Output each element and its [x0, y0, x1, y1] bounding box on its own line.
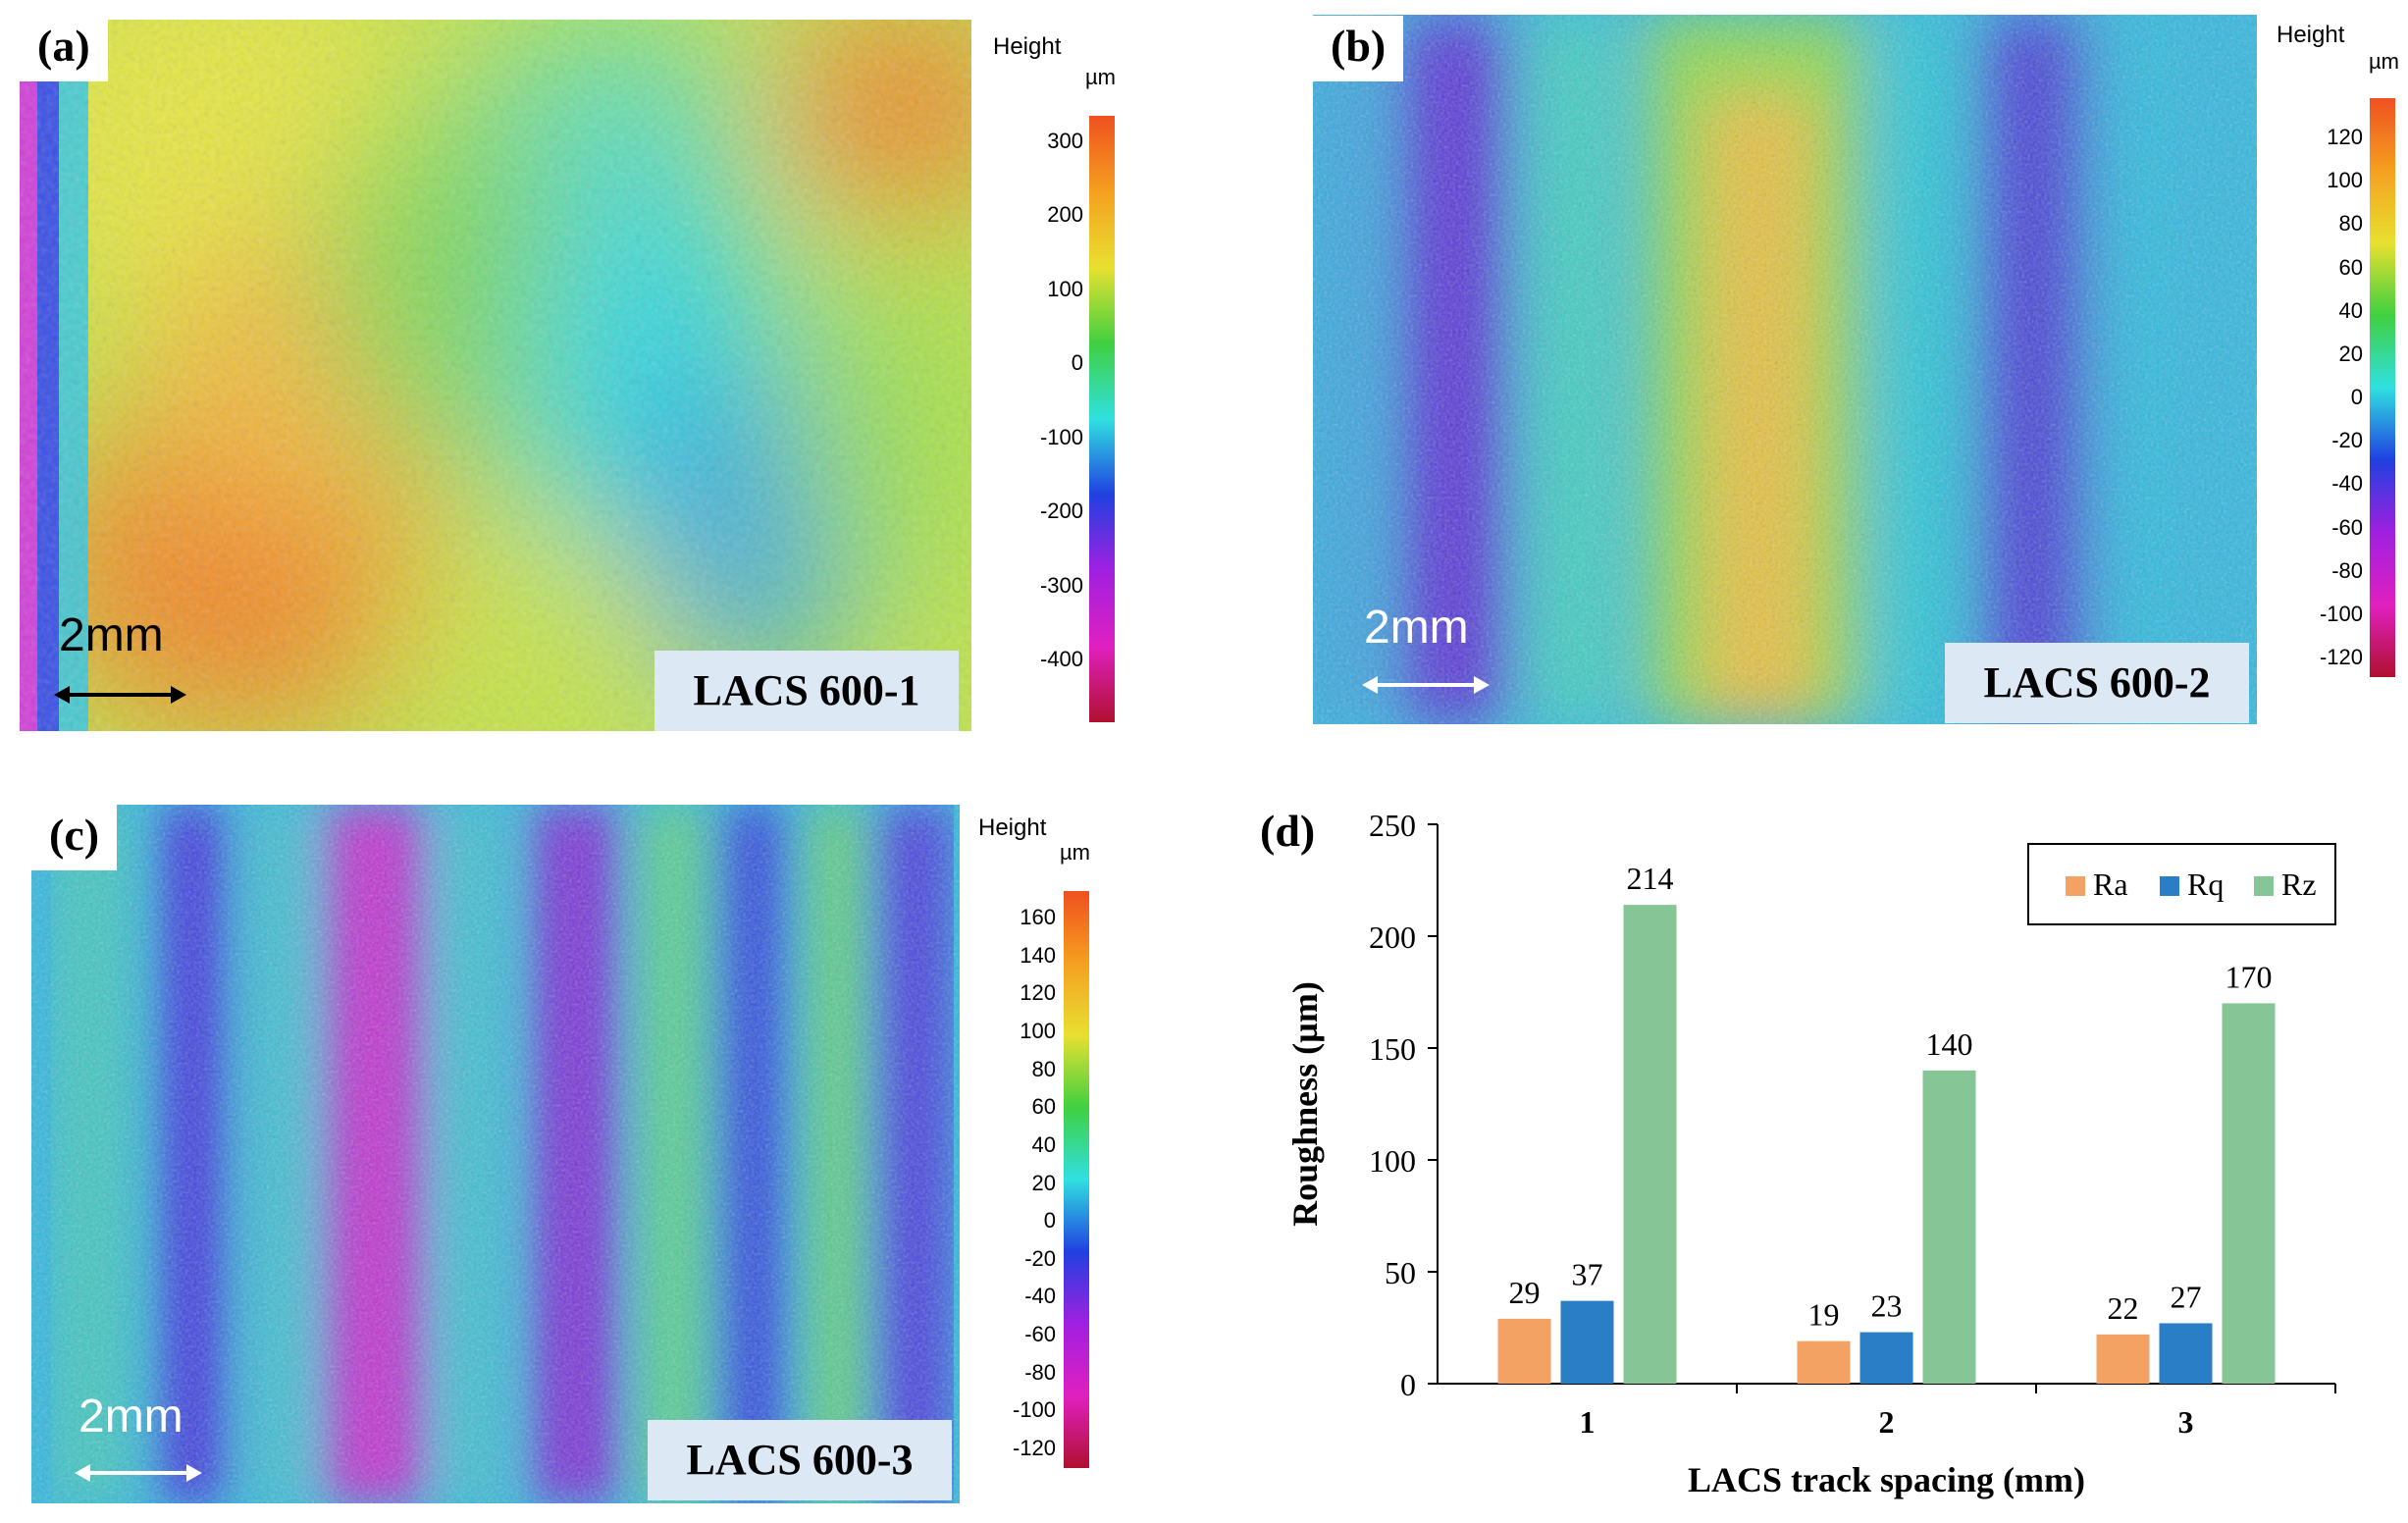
panel-b-scale-arrow [1362, 676, 1490, 694]
roughness-bar-chart: 0 50 100 150 200 250 1 29 37 214 2 19 23 140 3 22 27 170 L… [1285, 808, 2336, 1499]
colorbar-tick-label: 20 [1031, 1170, 1056, 1195]
y-tick-label: 200 [1369, 919, 1416, 955]
panel-b-sample-label: LACS 600-2 [1945, 643, 2249, 723]
bar-rz [1623, 905, 1677, 1384]
panel-c-colorbar-title: Height [978, 814, 1047, 841]
colorbar-tick-label: 20 [2338, 341, 2363, 366]
colorbar-tick-label: -100 [1039, 424, 1083, 449]
panel-a-height-map [20, 20, 971, 731]
colorbar-tick-label: 140 [1020, 942, 1056, 968]
colorbar-tick-label: -100 [1012, 1397, 1056, 1423]
colorbar-tick-label: -40 [1024, 1284, 1056, 1309]
legend-label-rz: Rz [2281, 867, 2317, 902]
panel-c-label: (c) [31, 805, 118, 870]
legend-swatch-rz [2254, 876, 2274, 896]
y-tick-label: 100 [1369, 1143, 1416, 1179]
colorbar-tick-label: 200 [1047, 202, 1083, 228]
bar-rq [1560, 1300, 1614, 1384]
panel-c-scale-text: 2mm [79, 1391, 183, 1443]
bar-rz [2222, 1003, 2276, 1384]
legend-swatch-ra [2066, 876, 2085, 896]
colorbar-tick-label: -120 [2319, 645, 2363, 669]
panel-c-height-map [31, 805, 960, 1503]
data-label: 214 [1627, 861, 1674, 896]
colorbar-tick-label: 60 [2338, 254, 2363, 280]
panel-b-colorbar [2370, 98, 2395, 677]
colorbar-tick-label: 0 [1071, 350, 1083, 376]
colorbar-tick-label: 160 [1020, 905, 1056, 929]
data-label: 23 [1871, 1288, 1903, 1324]
colorbar-tick-label: -20 [1024, 1245, 1056, 1271]
bar-rq [1859, 1332, 1913, 1384]
panel-a-colorbar [1089, 116, 1115, 722]
panel-b-colorbar-title: Height [2277, 22, 2345, 48]
bar-rq [2159, 1323, 2213, 1384]
panel-c-scale-arrow [75, 1464, 202, 1482]
y-axis-title: Roughness (µm) [1285, 981, 1325, 1227]
colorbar-tick-label: 100 [2327, 168, 2363, 193]
colorbar-tick-label: 60 [1031, 1094, 1056, 1120]
panel-a-colorbar-title: Height [993, 33, 1062, 60]
colorbar-tick-label: -80 [1024, 1359, 1056, 1385]
colorbar-tick-label: 80 [1031, 1056, 1056, 1081]
colorbar-tick-label: 40 [1031, 1131, 1056, 1157]
legend-label-ra: Ra [2093, 867, 2128, 902]
colorbar-tick-label: 300 [1047, 129, 1083, 153]
panel-c-colorbar [1064, 891, 1089, 1468]
y-tick-label: 250 [1369, 808, 1416, 843]
colorbar-tick-label: 40 [2338, 297, 2363, 323]
panel-b-scale-text: 2mm [1364, 602, 1469, 654]
colorbar-tick-label: 100 [1047, 276, 1083, 301]
colorbar-tick-label: -20 [2331, 428, 2363, 453]
data-label: 37 [1572, 1257, 1603, 1292]
bar-ra [1497, 1318, 1551, 1384]
colorbar-tick-label: -80 [2331, 557, 2363, 583]
legend-swatch-rq [2160, 876, 2179, 896]
panel-a-label: (a) [20, 16, 108, 81]
bar-ra [2096, 1334, 2150, 1384]
panel-b-colorbar-unit: µm [2369, 49, 2400, 74]
x-tick-label: 1 [1580, 1404, 1596, 1440]
panel-a-sample-label: LACS 600-1 [654, 651, 959, 731]
y-tick-label: 150 [1369, 1031, 1416, 1067]
colorbar-tick-label: -400 [1039, 647, 1083, 671]
colorbar-tick-label: -100 [2319, 601, 2363, 626]
panel-b-height-map [1313, 15, 2257, 724]
panel-c-sample-label: LACS 600-3 [648, 1420, 952, 1500]
bar-ra [1797, 1340, 1851, 1384]
y-tick-label: 50 [1385, 1255, 1416, 1290]
data-label: 22 [2108, 1290, 2139, 1326]
colorbar-tick-label: 100 [1020, 1018, 1056, 1043]
legend-label-rq: Rq [2187, 867, 2224, 902]
data-label: 19 [1808, 1297, 1840, 1333]
colorbar-tick-label: -60 [2331, 514, 2363, 540]
colorbar-tick-label: 120 [2327, 125, 2363, 149]
panel-d-label: (d) [1242, 801, 1334, 867]
panel-b-label: (b) [1313, 16, 1404, 81]
panel-a-scale-text: 2mm [59, 609, 164, 661]
colorbar-tick-label: -200 [1039, 499, 1083, 524]
colorbar-tick-label: 0 [2350, 385, 2363, 409]
x-tick-label: 2 [1879, 1404, 1895, 1440]
colorbar-tick-label: 0 [1043, 1208, 1056, 1234]
data-label: 27 [2171, 1279, 2202, 1314]
data-label: 140 [1926, 1026, 1973, 1062]
panel-c-colorbar-unit: µm [1060, 840, 1091, 865]
x-tick-label: 3 [2178, 1404, 2194, 1440]
panel-a-scale-arrow [54, 686, 186, 704]
colorbar-tick-label: -60 [1024, 1322, 1056, 1347]
panel-a-colorbar-unit: µm [1085, 65, 1117, 89]
data-label: 170 [2225, 959, 2273, 994]
colorbar-tick-label: -120 [1012, 1436, 1056, 1460]
colorbar-tick-label: 120 [1020, 980, 1056, 1006]
colorbar-tick-label: -40 [2331, 471, 2363, 497]
bar-rz [1922, 1070, 1976, 1384]
colorbar-tick-label: 80 [2338, 211, 2363, 236]
colorbar-tick-label: -300 [1039, 572, 1083, 598]
data-label: 29 [1509, 1275, 1541, 1310]
x-axis-title: LACS track spacing (mm) [1688, 1460, 2085, 1499]
y-tick-label: 0 [1400, 1367, 1416, 1402]
